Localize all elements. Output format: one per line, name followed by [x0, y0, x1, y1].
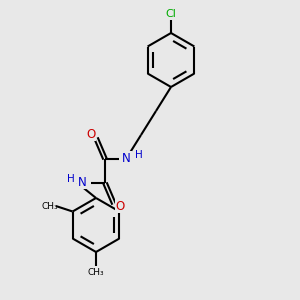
Text: N: N	[122, 152, 131, 165]
Text: N: N	[122, 152, 131, 165]
Text: H: H	[67, 174, 74, 184]
Text: H: H	[67, 174, 74, 184]
Text: CH₃: CH₃	[88, 268, 104, 277]
Text: O: O	[116, 200, 124, 213]
Text: H: H	[135, 150, 142, 161]
Text: Cl: Cl	[166, 9, 176, 19]
Text: Cl: Cl	[166, 9, 176, 19]
Text: CH₃: CH₃	[42, 202, 58, 211]
Text: O: O	[86, 128, 95, 141]
Text: H: H	[135, 150, 142, 161]
Text: N: N	[78, 176, 87, 189]
Text: O: O	[116, 200, 124, 213]
Text: O: O	[86, 128, 95, 141]
Text: N: N	[78, 176, 87, 189]
